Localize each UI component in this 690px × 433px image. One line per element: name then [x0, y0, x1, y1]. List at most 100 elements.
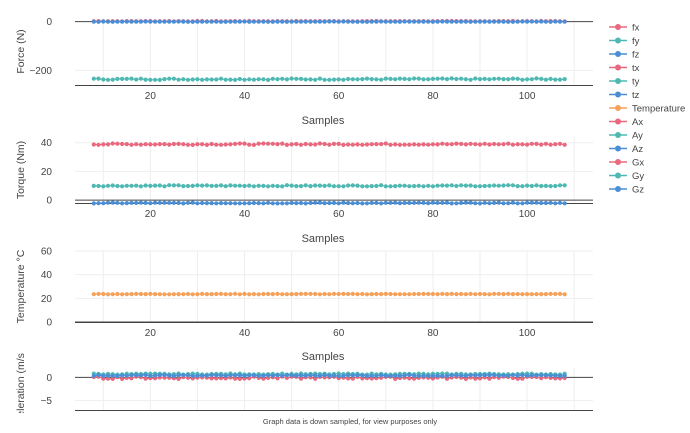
- data-point: [92, 184, 96, 188]
- x-axis-title: Samples: [302, 233, 345, 245]
- data-point: [115, 142, 119, 146]
- legend-item-gy[interactable]: Gy: [609, 171, 644, 182]
- data-point: [539, 143, 543, 147]
- data-point: [374, 184, 378, 188]
- data-point: [290, 373, 294, 377]
- data-point: [379, 201, 383, 205]
- data-point: [487, 184, 491, 188]
- data-point: [120, 142, 124, 146]
- data-point: [125, 374, 129, 378]
- data-point: [304, 142, 308, 146]
- data-point: [337, 142, 341, 146]
- data-point: [511, 143, 515, 147]
- y-axis-title: Acceleration (m/s2): [15, 344, 27, 428]
- data-point: [497, 374, 501, 378]
- data-point: [351, 77, 355, 81]
- data-point: [285, 143, 289, 147]
- data-point: [445, 184, 449, 188]
- data-point: [384, 292, 388, 296]
- data-point: [407, 184, 411, 188]
- data-point: [332, 373, 336, 377]
- data-point: [530, 77, 534, 81]
- x-tick-label: 80: [427, 328, 439, 339]
- data-point: [257, 184, 261, 188]
- legend-item-ax[interactable]: Ax: [609, 117, 643, 128]
- data-point: [530, 142, 534, 146]
- data-point: [257, 142, 261, 146]
- data-point: [92, 201, 96, 205]
- data-point: [530, 19, 534, 23]
- data-point: [111, 292, 115, 296]
- data-point: [214, 292, 218, 296]
- data-point: [101, 374, 105, 378]
- data-point: [440, 201, 444, 205]
- legend-item-fz[interactable]: fz: [609, 49, 640, 60]
- legend-item-gx[interactable]: Gx: [609, 157, 644, 168]
- data-point: [266, 201, 270, 205]
- legend-item-fx[interactable]: fx: [609, 22, 640, 33]
- data-point: [233, 142, 237, 146]
- data-point: [134, 142, 138, 146]
- data-point: [506, 77, 510, 81]
- data-point: [549, 184, 553, 188]
- data-point: [534, 373, 538, 377]
- data-point: [294, 184, 298, 188]
- data-point: [492, 142, 496, 146]
- legend-item-tz[interactable]: tz: [609, 90, 640, 101]
- data-point: [530, 184, 534, 188]
- data-point: [407, 292, 411, 296]
- data-point: [275, 184, 279, 188]
- data-point: [426, 143, 430, 147]
- data-point: [360, 373, 364, 377]
- data-point: [266, 292, 270, 296]
- legend-item-fy[interactable]: fy: [609, 36, 640, 47]
- data-point: [101, 142, 105, 146]
- legend-item-az[interactable]: Az: [609, 144, 643, 155]
- legend-item-ty[interactable]: ty: [609, 76, 640, 87]
- legend-marker: [615, 38, 621, 44]
- data-point: [506, 292, 510, 296]
- data-point: [219, 20, 223, 24]
- data-point: [224, 374, 228, 378]
- data-point: [558, 78, 562, 82]
- data-point: [266, 20, 270, 24]
- data-point: [355, 373, 359, 377]
- data-point: [191, 201, 195, 205]
- data-point: [346, 201, 350, 205]
- data-point: [294, 142, 298, 146]
- legend-item-ay[interactable]: Ay: [609, 130, 643, 141]
- data-point: [144, 201, 148, 205]
- data-point: [558, 142, 562, 146]
- data-point: [332, 19, 336, 23]
- legend-marker: [615, 119, 621, 125]
- data-point: [497, 292, 501, 296]
- data-point: [224, 292, 228, 296]
- data-point: [134, 184, 138, 188]
- data-point: [120, 201, 124, 205]
- data-point: [426, 292, 430, 296]
- data-point: [228, 183, 232, 187]
- legend-item-tx[interactable]: tx: [609, 63, 640, 74]
- legend-item-temperature[interactable]: Temperature: [609, 103, 685, 114]
- data-point: [153, 142, 157, 146]
- data-point: [106, 374, 110, 378]
- data-point: [506, 201, 510, 205]
- data-point: [544, 373, 548, 377]
- data-point: [370, 374, 374, 378]
- data-point: [275, 373, 279, 377]
- data-point: [106, 78, 110, 82]
- data-point: [120, 373, 124, 377]
- data-point: [544, 78, 548, 82]
- data-point: [327, 78, 331, 82]
- data-point: [139, 184, 143, 188]
- data-point: [431, 142, 435, 146]
- x-tick-label: 100: [519, 91, 536, 102]
- data-point: [393, 77, 397, 81]
- data-point: [304, 77, 308, 81]
- data-point: [177, 19, 181, 23]
- legend-item-gz[interactable]: Gz: [609, 184, 644, 195]
- legend-marker: [615, 92, 621, 98]
- data-point: [148, 78, 152, 82]
- data-point: [520, 78, 524, 82]
- data-point: [412, 20, 416, 24]
